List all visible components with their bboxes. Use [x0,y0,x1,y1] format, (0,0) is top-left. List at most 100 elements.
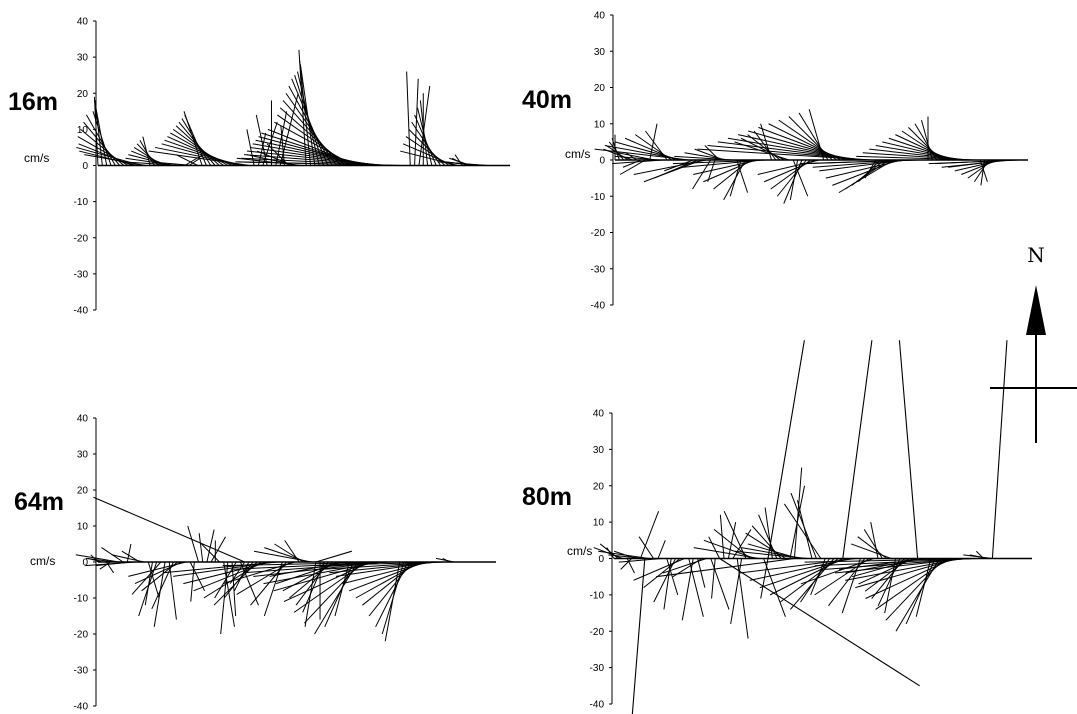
y-tick-label: 10 [593,518,605,529]
stick [863,529,883,559]
stick [210,536,226,563]
stick [625,152,638,161]
y-tick-label: -10 [591,192,606,203]
stick-outlier [631,558,646,714]
stick [845,558,962,581]
stick-outlier [898,340,919,559]
stick [188,157,201,166]
stick [263,561,379,585]
stick [128,561,187,577]
y-axis-unit-label: cm/s [24,151,49,165]
stick [763,558,786,617]
stick [201,543,220,563]
stick [739,558,857,574]
panel-label: 64m [14,488,64,516]
stick [865,558,954,599]
y-tick-label: -20 [590,627,605,638]
stick [151,561,174,610]
stick [162,561,279,574]
stick [703,539,755,559]
stick [189,561,206,592]
stick [99,561,111,570]
stick [126,543,132,563]
stick [633,558,685,581]
y-tick-label: -40 [590,700,605,711]
stick [235,161,402,166]
stick [79,150,138,166]
stick [324,561,355,628]
stick [84,154,146,166]
y-tick-label: -30 [74,666,89,677]
stick [612,159,663,165]
stick [928,159,1020,165]
stick [662,558,707,574]
stick [236,157,302,166]
y-axis-unit-label: cm/s [565,147,590,161]
stick [147,561,160,599]
stick [193,561,266,592]
stick [620,558,632,570]
stick-series [593,340,1032,714]
stick [622,159,642,168]
stick-outlier [842,340,873,559]
stick [437,161,489,166]
stick [875,558,949,610]
stick [723,511,747,559]
y-tick-label: -10 [74,197,89,208]
stick [963,554,993,559]
y-tick-label: 40 [77,414,89,425]
stick [643,159,703,183]
stick [414,114,437,166]
stick-series [75,496,496,642]
stick [417,107,433,166]
stick [862,152,972,161]
stick [144,561,153,606]
panel-80m: 80m cm/s 40 30 20 10 0 -10 -20 -30 -40 [522,340,1032,714]
stick [793,467,803,559]
stick [418,85,431,166]
stick [657,540,666,559]
stick [905,558,936,625]
y-tick-label: 0 [599,156,605,167]
stick [753,130,777,161]
stick [713,529,751,559]
stick [222,561,396,567]
stick [759,558,848,589]
stick [915,558,932,617]
y-tick-label: -30 [74,269,89,280]
stick [693,547,760,559]
compass-rose: N [990,243,1077,443]
stick [222,561,296,585]
stick [414,78,419,166]
y-tick-label: 40 [593,409,605,420]
stick [764,507,773,559]
stick [594,148,689,161]
y-tick-label: -20 [74,630,89,641]
stick-series [594,109,1028,204]
stick [183,561,270,585]
stick [736,159,749,193]
y-tick-label: 40 [77,17,89,28]
stick [381,561,405,635]
stick [703,159,755,183]
stick [674,155,733,161]
stick [757,159,820,175]
stick [122,161,181,166]
stick [614,155,659,161]
stick [253,550,312,563]
stick [683,159,763,168]
stick [608,554,645,559]
panel-label: 16m [8,88,58,116]
y-tick-label: -40 [74,306,89,317]
north-arrow-icon [1026,285,1046,335]
stick-outlier [315,550,353,563]
stick [825,159,903,179]
stick [134,561,182,585]
y-axis-unit-label: cm/s [30,554,55,568]
stick [730,558,743,625]
y-tick-label: 20 [594,83,606,94]
stick [672,159,768,165]
stick [638,536,655,559]
stick [749,558,852,581]
